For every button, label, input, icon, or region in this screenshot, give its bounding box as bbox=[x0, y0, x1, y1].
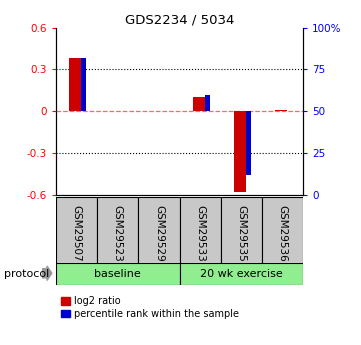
Bar bbox=[275, 110, 287, 111]
Title: GDS2234 / 5034: GDS2234 / 5034 bbox=[125, 13, 234, 27]
Bar bbox=[69, 58, 81, 111]
Text: 20 wk exercise: 20 wk exercise bbox=[200, 269, 283, 279]
Text: GSM29533: GSM29533 bbox=[195, 205, 205, 262]
Text: GSM29507: GSM29507 bbox=[71, 205, 82, 262]
Bar bbox=[221, 197, 262, 264]
Bar bbox=[205, 95, 210, 111]
Bar bbox=[56, 263, 180, 285]
Text: protocol: protocol bbox=[4, 269, 49, 279]
Bar bbox=[81, 58, 86, 111]
Bar bbox=[234, 111, 246, 192]
Text: GSM29523: GSM29523 bbox=[113, 205, 123, 262]
Text: GSM29536: GSM29536 bbox=[278, 205, 288, 262]
Bar bbox=[97, 197, 138, 264]
Text: baseline: baseline bbox=[94, 269, 141, 279]
Bar bbox=[56, 197, 97, 264]
Bar bbox=[262, 197, 303, 264]
FancyArrow shape bbox=[42, 266, 52, 280]
Bar bbox=[246, 111, 251, 175]
Bar bbox=[193, 97, 205, 111]
Bar bbox=[180, 197, 221, 264]
Bar bbox=[138, 197, 180, 264]
Text: GSM29529: GSM29529 bbox=[154, 205, 164, 262]
Bar bbox=[180, 263, 303, 285]
Legend: log2 ratio, percentile rank within the sample: log2 ratio, percentile rank within the s… bbox=[61, 296, 239, 319]
Text: GSM29535: GSM29535 bbox=[236, 205, 247, 262]
